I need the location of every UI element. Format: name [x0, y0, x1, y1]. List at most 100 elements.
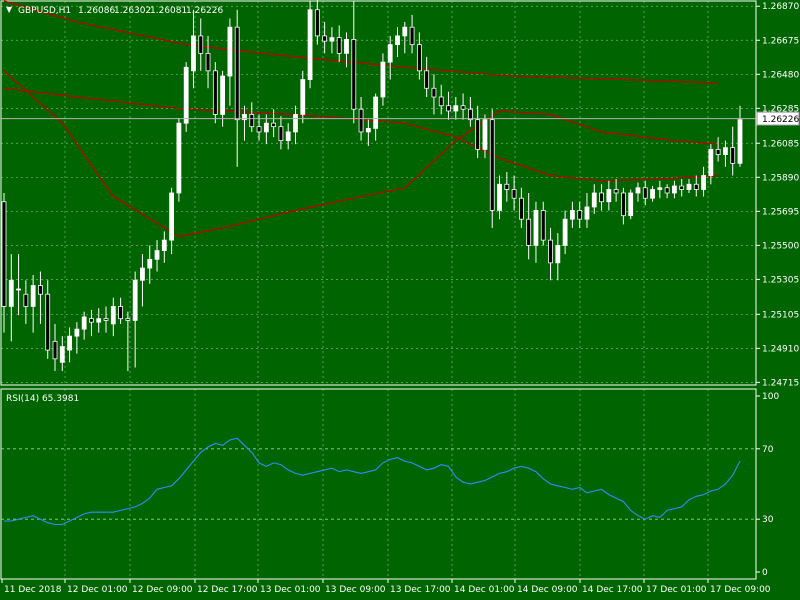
bull-candle-body: [242, 114, 247, 121]
rsi-grid: [64, 389, 709, 579]
bear-candle-body: [125, 318, 131, 321]
bull-candle-body: [387, 44, 393, 63]
bull-candle-body: [110, 306, 116, 325]
bull-candle-body: [555, 244, 561, 264]
bull-candle-body: [67, 335, 72, 351]
chart-header: ▼ GBPUSD,H1 1.26086 1.26302 1.26081 1.26…: [6, 5, 223, 16]
bear-candle-body: [504, 183, 510, 190]
bear-candle-body: [336, 37, 342, 54]
time-axis: 11 Dec 2018 12 Dec 01:00 12 Dec 09:00 12 De…: [1, 579, 771, 595]
bull-candle-body: [672, 185, 677, 194]
bear-candle-body: [23, 293, 29, 307]
bear-candle-body: [664, 187, 670, 194]
price-axis: 1.26870 1.26675 1.26480 1.26285 1.26085 1.258…: [756, 2, 799, 388]
moving-average-line: [3, 87, 719, 182]
bull-candle-body: [30, 285, 36, 307]
bear-candle-body: [431, 87, 437, 98]
bull-candle-body: [293, 114, 298, 133]
bull-candle-body: [307, 9, 313, 80]
bear-candle-body: [489, 119, 495, 211]
bear-candle-body: [198, 35, 204, 54]
rsi-axis: 100 70 30 0: [756, 392, 779, 578]
price-tick-label: 1.26870: [762, 2, 799, 12]
bear-candle-body: [613, 189, 619, 194]
bull-candle-body: [657, 187, 663, 190]
symbol-label: GBPUSD,H1: [18, 6, 71, 16]
bull-candle-body: [96, 318, 102, 323]
bear-candle-body: [314, 9, 320, 37]
bear-candle-body: [446, 105, 451, 112]
bull-candle-body: [606, 189, 612, 203]
bull-candle-body: [373, 96, 379, 129]
bear-candle-body: [416, 44, 422, 72]
bull-candle-body: [220, 75, 226, 115]
bear-candle-body: [438, 96, 444, 107]
price-tick-label: 1.25105: [762, 310, 799, 320]
bull-candle-body: [402, 26, 408, 37]
time-tick-label: 14 Dec 09:00: [517, 585, 578, 595]
bear-candle-body: [278, 126, 284, 142]
bull-candle-body: [176, 122, 182, 194]
bull-candle-body: [16, 288, 21, 291]
bull-candle-body: [154, 250, 160, 260]
moving-averages: [3, 0, 719, 238]
symbol-dropdown-icon[interactable]: ▼: [6, 5, 13, 14]
moving-average-line: [3, 0, 719, 84]
time-tick-label: 12 Dec 09:00: [132, 585, 193, 595]
price-tick-label: 1.24715: [762, 378, 799, 388]
bear-candle-body: [205, 52, 211, 72]
bull-candle-body: [708, 148, 714, 176]
bull-candle-body: [569, 210, 575, 220]
price-tick-label: 1.25305: [762, 275, 799, 285]
bull-candle-body: [132, 279, 138, 321]
bear-candle-body: [511, 189, 517, 199]
bull-candle-body: [183, 66, 189, 124]
rsi-panel[interactable]: 100 70 30 0 RSI(14) 65.3981: [0, 388, 779, 580]
ohlc-open: 1.26086: [78, 6, 115, 16]
price-tick-label: 1.26480: [762, 70, 799, 80]
price-panel[interactable]: 1.26870 1.26675 1.26480 1.26285 1.26085 1.258…: [0, 0, 800, 388]
bear-candle-body: [693, 183, 699, 190]
bear-candle-body: [1, 201, 7, 307]
bear-candle-body: [249, 114, 255, 128]
ohlc-low: 1.26081: [150, 6, 187, 16]
time-tick-label: 17 Dec 09:00: [710, 585, 771, 595]
bull-candle-body: [74, 328, 80, 337]
bull-candle-body: [8, 279, 14, 307]
bear-candle-body: [52, 340, 58, 360]
ohlc-high: 1.26302: [114, 6, 151, 16]
bear-candle-body: [351, 39, 357, 110]
bear-candle-body: [409, 26, 415, 46]
bull-candle-body: [584, 206, 590, 220]
bear-candle-body: [234, 26, 240, 121]
rsi-title: RSI(14) 65.3981: [6, 394, 79, 404]
ohlc-close: 1.26226: [186, 6, 223, 16]
bull-candle-body: [701, 175, 706, 190]
time-tick-label: 12 Dec 17:00: [197, 585, 258, 595]
price-tick-label: 1.26675: [762, 36, 799, 46]
rsi-tick-label: 30: [762, 515, 774, 525]
bear-candle-body: [679, 185, 685, 190]
bear-candle-body: [467, 108, 473, 121]
time-tick-label: 17 Dec 01:00: [646, 585, 707, 595]
bull-candle-body: [628, 192, 634, 217]
time-tick-label: 13 Dec 09:00: [325, 585, 386, 595]
price-tick-label: 1.25500: [762, 241, 799, 251]
bear-candle-body: [89, 318, 94, 323]
bull-candle-body: [344, 39, 349, 54]
bull-candle-body: [161, 239, 167, 252]
bear-candle-body: [322, 35, 328, 42]
current-price-label: 1.26226: [762, 115, 799, 125]
current-price-tag: 1.26226: [756, 111, 800, 126]
bear-candle-body: [118, 306, 123, 320]
bull-candle-body: [497, 183, 502, 211]
bull-candle-body: [650, 189, 655, 199]
bear-candle-body: [621, 192, 626, 217]
bear-candle-body: [358, 108, 364, 133]
bear-candle-body: [577, 210, 583, 220]
rsi-series-line: [4, 437, 741, 526]
bull-candle-body: [300, 79, 306, 115]
bear-candle-body: [730, 147, 736, 164]
